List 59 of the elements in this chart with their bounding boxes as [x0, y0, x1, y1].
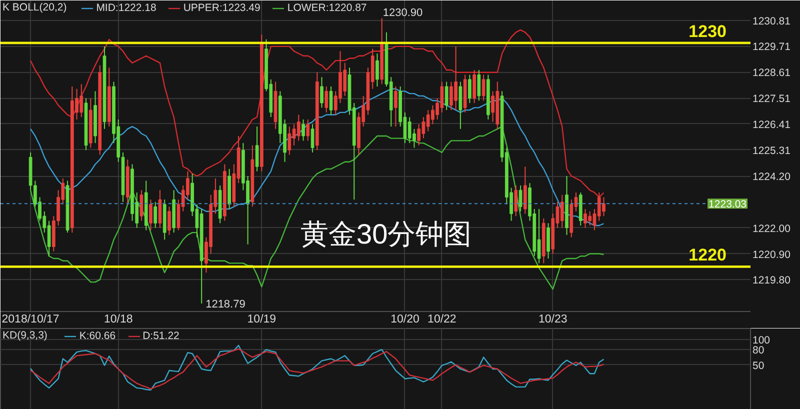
candlestick — [154, 201, 158, 228]
x-tick-label: 2018/10/17 — [2, 314, 60, 326]
candlestick — [477, 70, 481, 102]
candlestick — [482, 74, 486, 102]
legend-label: D:51.22 — [142, 330, 180, 342]
legend-label: MID:1222.18 — [96, 2, 156, 14]
x-tick-label: 10/22 — [428, 314, 456, 326]
candlestick — [468, 74, 472, 104]
x-tick-label: 10/23 — [538, 314, 568, 326]
candlestick — [255, 126, 259, 172]
x-tick-label: 10/20 — [390, 314, 420, 326]
y-tick-label: 1228.61 — [752, 67, 791, 80]
ref-line-label: 1230 — [688, 22, 727, 41]
candlestick — [306, 118, 310, 142]
annotation: 1230.90 — [382, 7, 423, 20]
legend-title: K BOLL(20,2) — [2, 2, 67, 14]
candlestick — [149, 199, 152, 231]
candlestick — [329, 86, 333, 116]
y-tick-label: 1226.41 — [752, 118, 791, 131]
y-tick-label: 1225.31 — [752, 144, 791, 157]
candlestick — [417, 124, 421, 146]
y-tick-label: 1229.71 — [752, 41, 791, 54]
legend-label: K:60.66 — [79, 330, 116, 342]
y-tick-label: 50 — [752, 360, 764, 372]
y-tick-label: 1219.80 — [752, 274, 791, 287]
y-tick-label: 1224.20 — [752, 171, 791, 184]
candlestick — [394, 86, 398, 128]
y-tick-label: 1222.00 — [752, 222, 791, 235]
y-tick-label: 1220.90 — [752, 248, 791, 261]
candlestick — [472, 70, 476, 104]
y-tick-label: 1227.51 — [752, 93, 791, 106]
candlestick — [320, 76, 324, 108]
ref-line-label: 1223.03 — [708, 198, 747, 211]
legend-label: LOWER:1220.87 — [287, 2, 367, 14]
candlestick — [168, 206, 171, 236]
candlestick — [158, 190, 162, 228]
x-tick-label: 10/19 — [247, 314, 276, 326]
y-tick-label: 100 — [752, 334, 770, 346]
candlestick — [296, 114, 300, 142]
candlestick — [444, 81, 448, 111]
candlestick — [324, 86, 328, 113]
candlestick — [140, 190, 144, 222]
candlestick — [310, 124, 314, 153]
candlestick — [302, 118, 305, 142]
candlestick — [560, 194, 564, 228]
candlestick — [546, 222, 550, 259]
candlestick — [376, 53, 379, 87]
y-tick-label: 1230.81 — [752, 15, 791, 28]
ref-line-label: 1220 — [688, 246, 727, 265]
y-tick-label: 80 — [752, 344, 764, 357]
legend-label: UPPER:1223.49 — [183, 2, 260, 14]
legend-title: KD(9,3,3) — [2, 330, 48, 342]
text: 黄金30分钟图 — [300, 218, 472, 250]
candlestick — [518, 184, 522, 212]
candlestick — [523, 166, 527, 214]
x-tick-label: 10/18 — [104, 314, 133, 326]
annotation: 1218.79 — [206, 298, 246, 310]
candlestick — [514, 184, 518, 217]
candlestick — [458, 81, 462, 130]
